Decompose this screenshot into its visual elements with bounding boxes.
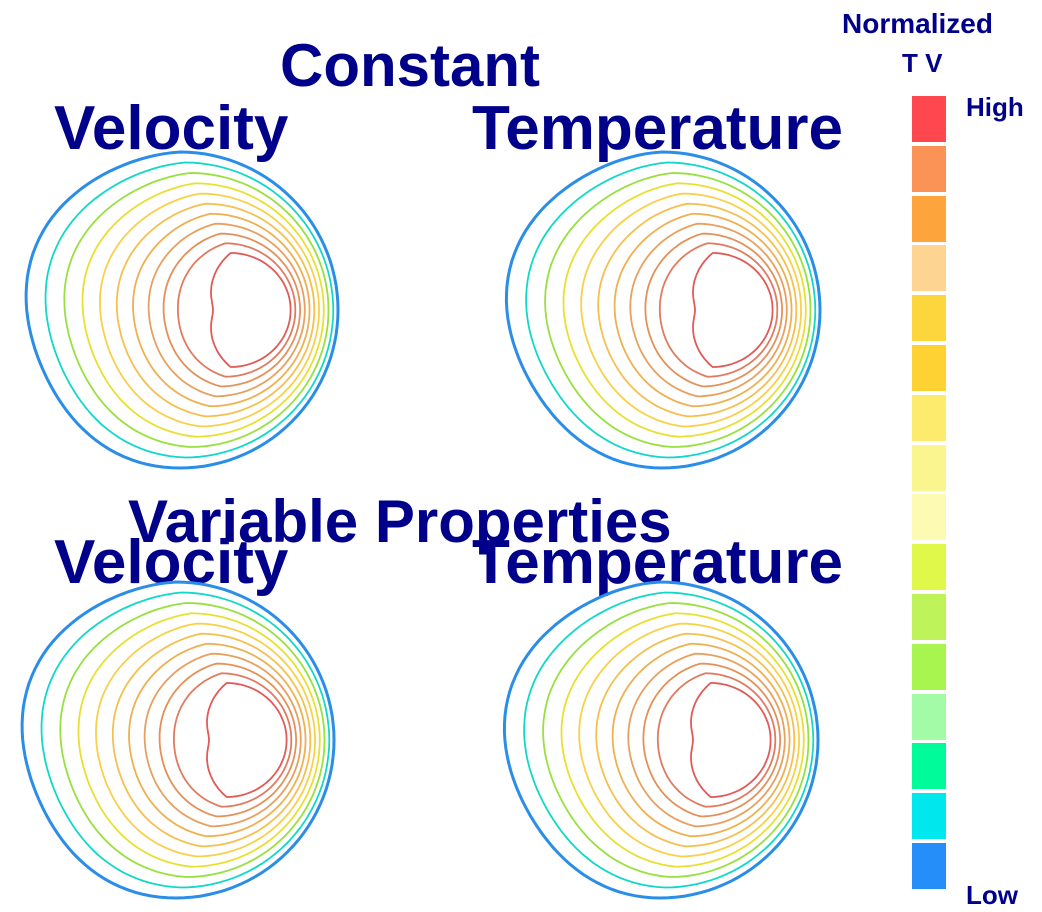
colorbar-swatch <box>912 494 946 541</box>
contour-line <box>81 182 325 438</box>
contour-line <box>611 642 791 838</box>
contour-line <box>692 252 774 368</box>
contour-line <box>176 242 297 378</box>
temperature-contour-plot-constant <box>504 150 822 470</box>
contour-line <box>690 682 772 798</box>
contour-line <box>644 232 783 388</box>
contour-line <box>502 580 820 900</box>
contour-line <box>115 202 316 418</box>
colorbar-swatch <box>912 842 946 889</box>
colorbar-swatch <box>912 693 946 740</box>
contour-line <box>24 150 340 470</box>
contour-line <box>562 182 807 438</box>
contour-line <box>143 652 302 828</box>
section-title-constant: Constant <box>280 32 540 99</box>
colorbar <box>912 96 946 893</box>
colorbar-swatch <box>912 344 946 391</box>
velocity-contour-plot-constant <box>24 150 340 470</box>
contour-line <box>99 192 320 428</box>
contour-line <box>147 222 306 398</box>
contour-line <box>656 672 777 808</box>
colorbar-swatch <box>912 793 946 840</box>
contour-line <box>542 602 810 878</box>
contour-line <box>627 652 786 828</box>
contour-line <box>77 612 321 868</box>
section-title-variable: Variable Properties <box>128 488 672 555</box>
contour-line <box>162 232 301 388</box>
contour-line <box>95 622 316 858</box>
colorbar-swatch <box>912 195 946 242</box>
legend-low-label: Low <box>966 880 1018 910</box>
legend-high-label: High <box>966 92 1024 122</box>
contour-line <box>525 161 817 459</box>
colorbar-swatch <box>912 145 946 192</box>
temperature-label-constant: Temperature <box>472 94 843 163</box>
colorbar-swatch <box>912 245 946 292</box>
colorbar-swatch <box>912 643 946 690</box>
contour-line <box>132 212 311 408</box>
contour-line <box>613 212 793 408</box>
contour-line <box>504 150 822 470</box>
contour-line <box>63 172 330 448</box>
colorbar-swatch <box>912 593 946 640</box>
contour-line <box>629 222 788 398</box>
contour-line <box>642 662 781 818</box>
contour-line <box>544 172 812 448</box>
contour-line <box>210 252 292 368</box>
colorbar-swatch <box>912 96 946 142</box>
contour-line <box>40 591 331 889</box>
contour-line <box>128 642 307 838</box>
colorbar-swatch <box>912 295 946 342</box>
contour-line <box>206 682 288 798</box>
colorbar-swatch <box>912 544 946 591</box>
contour-line <box>44 161 335 459</box>
contour-line <box>523 591 815 889</box>
contour-line <box>578 622 800 858</box>
velocity-contour-plot-variable <box>20 580 336 900</box>
temperature-contour-plot-variable <box>502 580 820 900</box>
contour-line <box>658 242 779 378</box>
velocity-label-constant: Velocity <box>54 94 289 163</box>
colorbar-swatch <box>912 743 946 790</box>
contour-line <box>158 662 297 818</box>
contour-line <box>580 192 802 428</box>
contour-line <box>20 580 336 900</box>
legend-title: Normalized <box>842 8 993 39</box>
contour-line <box>595 632 796 848</box>
contour-line <box>59 602 326 878</box>
contour-line <box>597 202 798 418</box>
contour-line <box>172 672 293 808</box>
contour-line <box>111 632 312 848</box>
legend-units: T V <box>902 48 943 78</box>
contour-line <box>560 612 805 868</box>
colorbar-swatch <box>912 444 946 491</box>
colorbar-swatch <box>912 394 946 441</box>
